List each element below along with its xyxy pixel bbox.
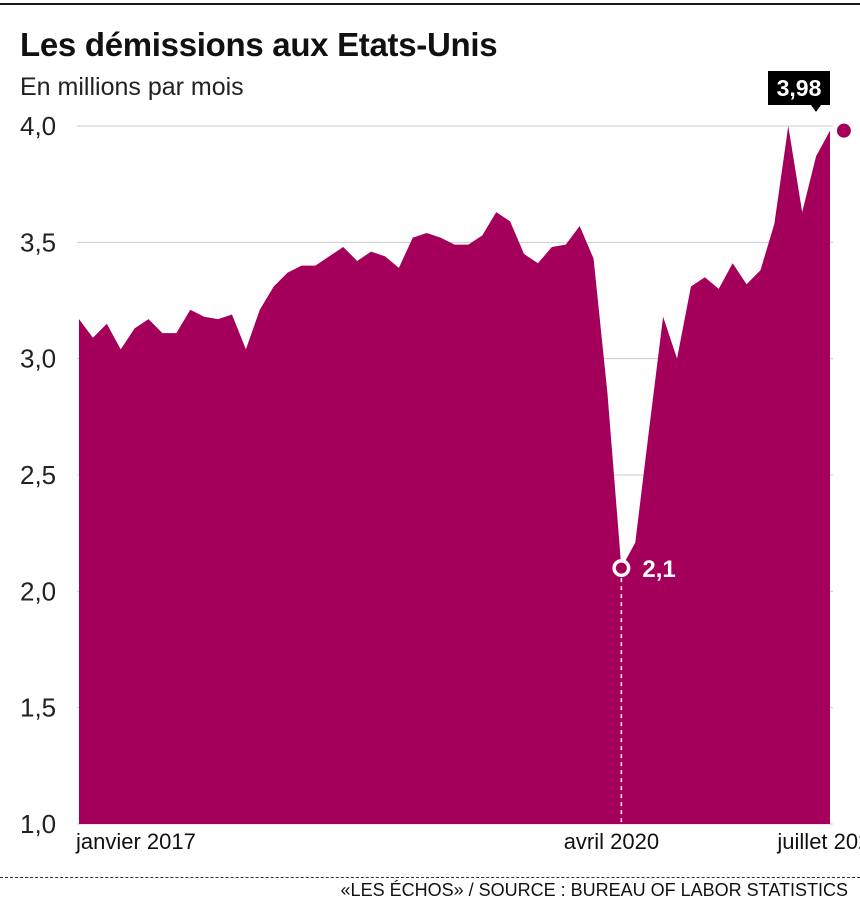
minimum-value-label: 2,1: [642, 556, 675, 583]
source-credit: «LES ÉCHOS» / SOURCE : BUREAU OF LABOR S…: [340, 880, 848, 900]
y-tick-label: 1,5: [20, 693, 56, 723]
latest-marker: [834, 121, 853, 140]
y-tick-label: 3,0: [20, 344, 56, 374]
series-area: [79, 126, 830, 824]
top-rule: [0, 3, 860, 5]
latest-value-label: 3,98: [777, 75, 822, 101]
area-chart: 4,0 3,5 3,0 2,5 2,0 1,5 1,0 janvier 2017 avril 2…: [20, 71, 860, 854]
y-tick-label: 4,0: [20, 111, 56, 141]
latest-value-box: [768, 71, 830, 105]
minimum-marker: [615, 562, 627, 574]
y-tick-label: 3,5: [20, 227, 56, 257]
x-tick-label: juillet 2021: [776, 829, 860, 854]
chart-title: Les démissions aux Etats-Unis: [20, 26, 498, 63]
x-tick-label: janvier 2017: [75, 829, 196, 854]
latest-value-pointer: [811, 105, 821, 112]
axis-layer: 4,0 3,5 3,0 2,5 2,0 1,5 1,0 janvier 2017 avril 2…: [20, 111, 860, 854]
footer-rule: [0, 877, 860, 878]
y-tick-label: 2,0: [20, 576, 56, 606]
chart-subtitle: En millions par mois: [20, 73, 244, 101]
x-tick-label: avril 2020: [564, 829, 659, 854]
annotation-layer: 2,1 3,98: [612, 71, 853, 826]
y-tick-label: 1,0: [20, 809, 56, 839]
y-tick-label: 2,5: [20, 460, 56, 490]
